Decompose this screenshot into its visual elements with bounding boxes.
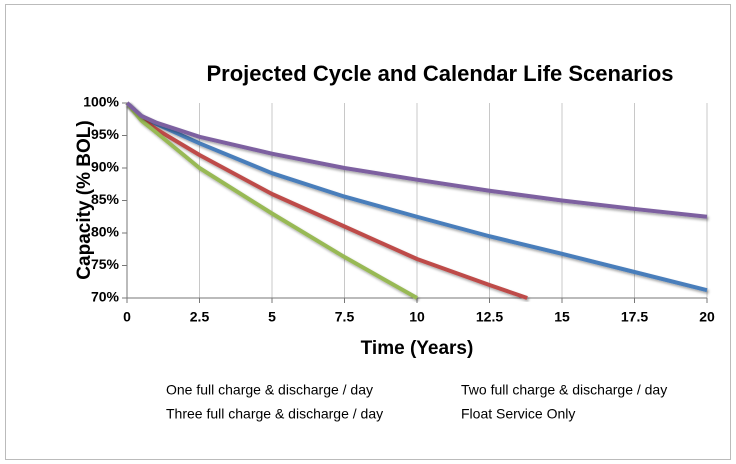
x-tick-label: 2.5: [190, 309, 210, 325]
x-axis-label: Time (Years): [361, 338, 474, 359]
plot-lines: [125, 101, 708, 300]
y-tick-label: 75%: [91, 256, 120, 272]
y-tick-label: 100%: [83, 94, 119, 110]
y-tick-label: 70%: [91, 289, 120, 305]
x-tick-label: 17.5: [621, 309, 648, 325]
y-tick-label: 95%: [91, 126, 120, 142]
y-tick-label: 90%: [91, 159, 120, 175]
chart-frame: [5, 4, 731, 460]
x-tick-label: 0: [123, 309, 131, 325]
x-tick-label: 5: [268, 309, 276, 325]
legend-label: One full charge & discharge / day: [166, 382, 373, 398]
legend-label: Three full charge & discharge / day: [166, 406, 383, 422]
x-tick-label: 20: [699, 309, 715, 325]
series-line: [125, 101, 418, 300]
x-tick-label: 7.5: [335, 309, 355, 325]
y-tick-label: 85%: [91, 191, 120, 207]
y-tick-label: 80%: [91, 224, 120, 240]
x-tick-label: 12.5: [476, 309, 503, 325]
x-tick-label: 15: [554, 309, 570, 325]
x-tick-label: 10: [409, 309, 425, 325]
legend-label: Float Service Only: [461, 406, 575, 422]
y-axis-label: Capacity (% BOL): [74, 120, 95, 279]
series-line: [125, 101, 708, 219]
legend-label: Two full charge & discharge / day: [461, 382, 667, 398]
chart-title: Projected Cycle and Calendar Life Scenar…: [206, 61, 673, 86]
